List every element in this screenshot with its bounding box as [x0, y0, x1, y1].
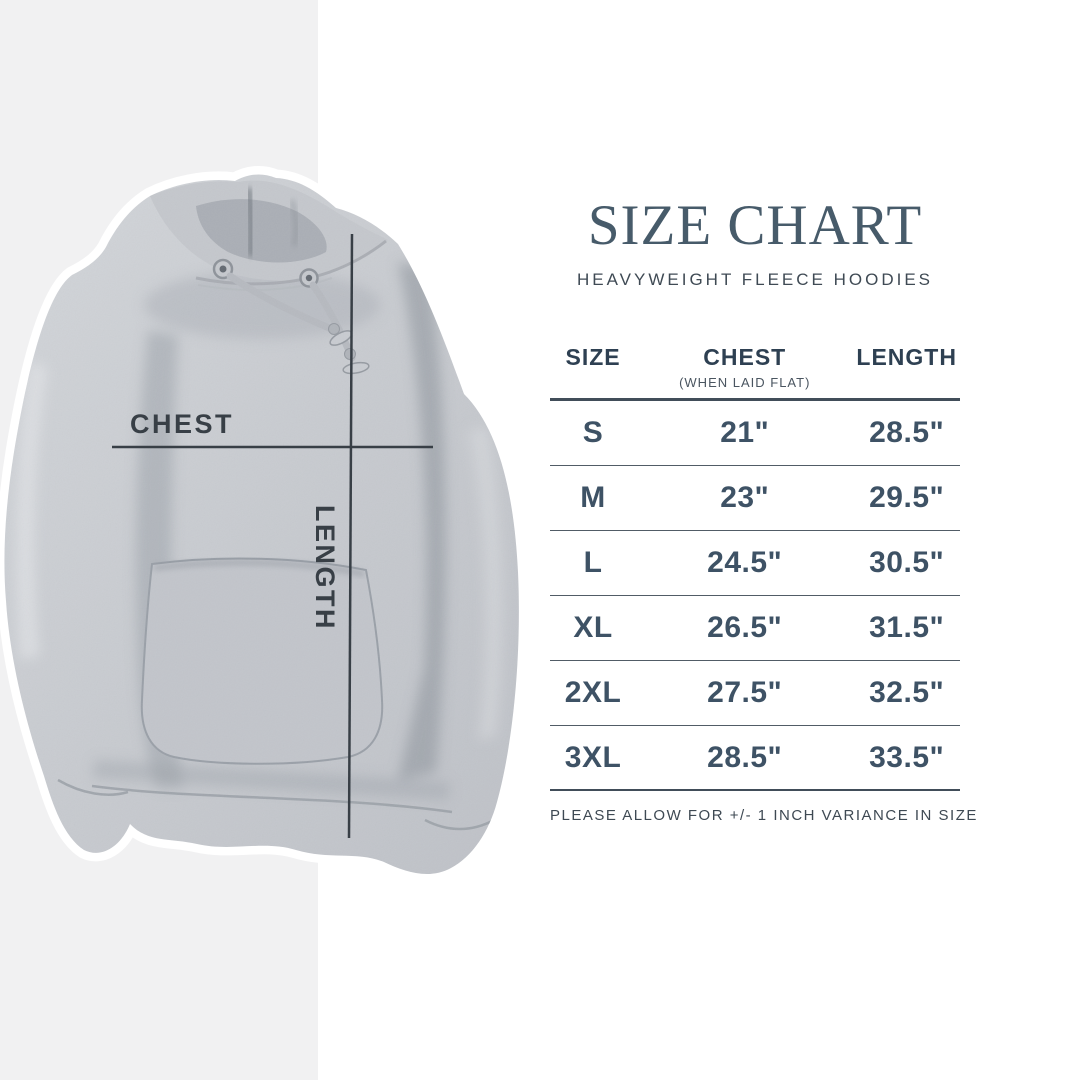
chest-cell: 26.5": [707, 611, 783, 644]
length-cell: 33.5": [869, 740, 945, 774]
size-cell: 3XL: [564, 740, 622, 774]
length-cell: 31.5": [869, 611, 945, 644]
chest-cell: 27.5": [707, 676, 783, 709]
size-cell: XL: [573, 611, 613, 644]
column-header-length: LENGTH: [856, 344, 957, 370]
size-cell: 2XL: [564, 676, 622, 709]
column-header-chest-label: CHEST: [703, 344, 787, 370]
size-cell: M: [580, 481, 606, 514]
table-row-2xl: 2XL 27.5" 32.5": [550, 661, 960, 726]
table-row-s: S 21" 28.5": [550, 401, 960, 466]
length-cell: 29.5": [869, 481, 945, 514]
size-chart-panel: SIZE CHART HEAVYWEIGHT FLEECE HOODIES SI…: [550, 194, 978, 824]
chest-label: CHEST: [130, 409, 234, 439]
page-subtitle: HEAVYWEIGHT FLEECE HOODIES: [576, 270, 934, 289]
table-header-row: SIZE CHEST (WHEN LAID FLAT) LENGTH: [550, 344, 960, 401]
length-label: LENGTH: [310, 505, 340, 631]
length-measure-line: [347, 233, 354, 839]
chest-cell: 28.5": [707, 740, 783, 774]
column-header-size: SIZE: [565, 344, 621, 370]
size-cell: S: [582, 416, 604, 449]
column-header-chest: CHEST (WHEN LAID FLAT): [636, 344, 853, 390]
hoodie-illustration: CHEST LENGTH: [0, 140, 560, 950]
table-row-l: L 24.5" 30.5": [550, 531, 960, 596]
size-cell: L: [583, 546, 603, 579]
table-row-xl: XL 26.5" 31.5": [550, 596, 960, 661]
table-row-3xl: 3XL 28.5" 33.5": [550, 726, 960, 791]
column-header-chest-note: (WHEN LAID FLAT): [679, 375, 811, 390]
page-title: SIZE CHART: [587, 194, 923, 257]
length-cell: 30.5": [869, 546, 945, 579]
chest-cell: 23": [720, 481, 770, 514]
length-cell: 28.5": [869, 416, 945, 449]
table-row-m: M 23" 29.5": [550, 466, 960, 531]
variance-footnote: PLEASE ALLOW FOR +/- 1 INCH VARIANCE IN …: [550, 807, 978, 824]
chest-cell: 21": [720, 416, 770, 449]
size-table: SIZE CHEST (WHEN LAID FLAT) LENGTH S 21"…: [550, 344, 960, 791]
length-cell: 32.5": [869, 676, 945, 709]
chest-cell: 24.5": [707, 546, 783, 579]
